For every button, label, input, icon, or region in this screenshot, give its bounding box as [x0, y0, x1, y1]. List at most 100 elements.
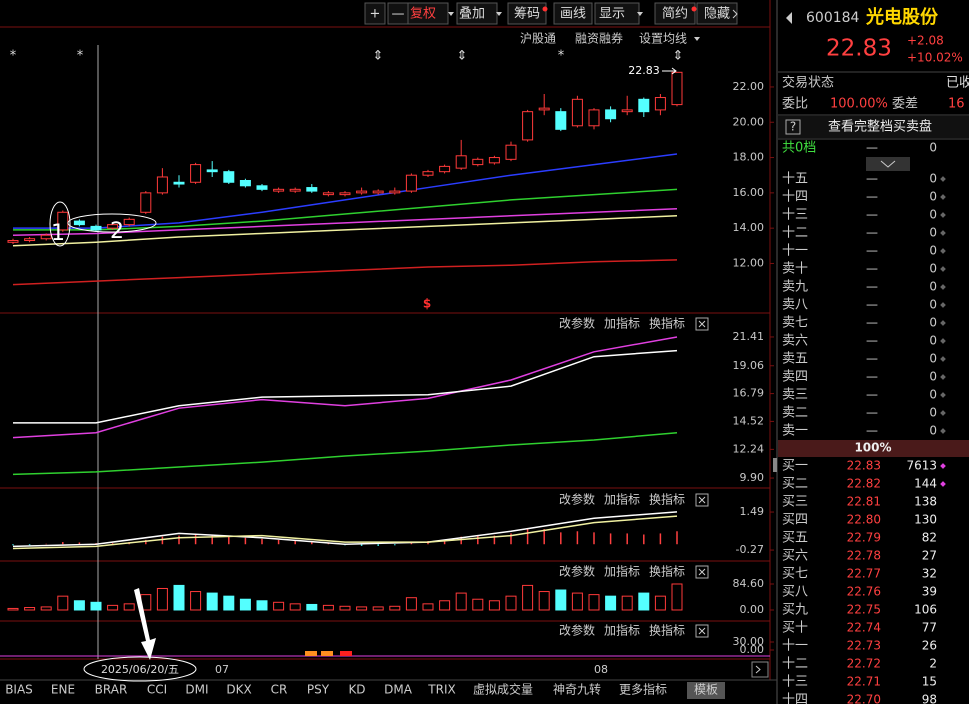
toolbar-button-label[interactable]: — [392, 7, 405, 22]
candle-body [256, 185, 268, 190]
book-price: 22.73 [847, 639, 881, 653]
volume-bar [588, 594, 600, 611]
toolbar-button[interactable] [456, 2, 498, 25]
toolbar-button[interactable] [407, 2, 449, 25]
indicator-tab[interactable]: DMI [185, 683, 208, 697]
book-level: 卖四 [782, 370, 808, 385]
close-icon [698, 568, 706, 576]
book-level: 买二 [782, 477, 808, 492]
book-volume: 0 [929, 172, 937, 186]
indicator-tab[interactable]: DKX [226, 683, 251, 697]
candle-body [123, 218, 135, 226]
toolbar-button-label[interactable]: 简约 [662, 6, 688, 22]
toolbar-link[interactable]: 设置均线 [639, 32, 687, 46]
event-marker[interactable]: * [77, 49, 84, 64]
event-marker[interactable]: ⇕ [673, 49, 684, 64]
toolbar-button[interactable] [654, 2, 696, 25]
indicator-tab[interactable]: 更多指标 [619, 682, 667, 697]
event-marker[interactable]: * [558, 49, 565, 64]
close-button[interactable] [695, 317, 709, 331]
toolbar-link[interactable]: 融资融券 [575, 31, 623, 46]
indicator-tab[interactable]: BIAS [5, 683, 33, 697]
full-book-row[interactable] [778, 116, 969, 138]
candle-body [322, 192, 334, 196]
toolbar-button[interactable] [364, 2, 386, 25]
toolbar-button[interactable] [553, 2, 593, 25]
toolbar-button-label[interactable]: 画线 [560, 7, 586, 22]
event-marker[interactable]: * [10, 49, 17, 64]
book-dot [940, 212, 946, 218]
indicator-menu-item[interactable]: 改参数 [559, 564, 595, 579]
indicator-menu-item[interactable]: 改参数 [559, 316, 595, 331]
toolbar-button-label[interactable]: 显示 [599, 7, 625, 22]
book-level: 十三 [782, 675, 808, 690]
indicator-menu-item[interactable]: 加指标 [604, 316, 640, 331]
indicator-menu-item[interactable]: 改参数 [559, 623, 595, 638]
indicator-tab[interactable]: 神奇九转 [553, 682, 601, 697]
toolbar-button-label[interactable]: + [370, 7, 381, 22]
book-volume: 0 [929, 190, 937, 204]
candle-body [588, 109, 600, 127]
indicator-tab[interactable]: 模板 [694, 683, 718, 697]
toolbar-button-label[interactable]: 隐藏 [704, 7, 730, 22]
close-button[interactable] [695, 624, 709, 638]
close-button[interactable] [695, 565, 709, 579]
event-marker[interactable]: ⇕ [373, 49, 384, 64]
book-price: — [866, 208, 878, 222]
indicator-tab[interactable]: BRAR [95, 683, 128, 697]
info-value: 已收 [946, 76, 969, 91]
notify-dot [691, 6, 697, 12]
indicator-menu-item[interactable]: 改参数 [559, 492, 595, 507]
event-marker[interactable]: ⇕ [457, 49, 468, 64]
indicator-menu-item[interactable]: 换指标 [649, 623, 685, 638]
book-level: 买八 [782, 585, 808, 600]
indicator-menu-item[interactable]: 换指标 [649, 564, 685, 579]
candle-body [273, 188, 285, 192]
indicator-tab[interactable]: PSY [307, 683, 330, 697]
indicator-menu-item[interactable]: 换指标 [649, 492, 685, 507]
indicator-tab[interactable]: DMA [384, 683, 413, 697]
book-volume: 0 [929, 244, 937, 258]
splitter-handle[interactable] [773, 458, 777, 472]
volume-bar [289, 603, 301, 611]
volume-bar [538, 591, 550, 611]
book-level: 买一 [782, 459, 808, 474]
back-arrow[interactable] [786, 12, 792, 24]
help-box[interactable] [785, 119, 801, 135]
volume-bar [339, 605, 351, 611]
full-book-link[interactable]: 查看完整档买卖盘 [828, 119, 932, 135]
toolbar-button-label[interactable]: 筹码 [514, 6, 540, 22]
book-volume: 82 [922, 531, 937, 545]
indicator-menu-item[interactable]: 加指标 [604, 564, 640, 579]
indicator-tab[interactable]: CR [271, 683, 288, 697]
book-price: 22.83 [847, 459, 881, 473]
volume-bar [306, 603, 318, 611]
indicator-tab[interactable]: ENE [51, 683, 75, 697]
toolbar-button[interactable] [507, 2, 547, 25]
toolbar-button-label[interactable]: 复权 [410, 6, 436, 22]
info-label: 委差 [892, 97, 918, 112]
book-level: 十一 [782, 639, 808, 654]
scroll-button[interactable] [751, 661, 769, 678]
book-total-dash: — [866, 141, 878, 155]
book-dot [940, 266, 946, 272]
indicator-tab[interactable]: CCI [147, 683, 167, 697]
book-volume: 0 [929, 352, 937, 366]
toolbar-button-label[interactable]: 叠加 [459, 7, 485, 22]
book-dot [940, 392, 946, 398]
indicator-menu-item[interactable]: 换指标 [649, 316, 685, 331]
x-tick-label: 07 [215, 663, 229, 676]
expand-button[interactable] [866, 157, 910, 171]
toolbar-link[interactable]: 沪股通 [520, 32, 556, 46]
book-price: — [866, 262, 878, 276]
volume-bar [173, 584, 185, 611]
help-icon[interactable]: ? [790, 120, 796, 134]
indicator-tab[interactable]: TRIX [427, 683, 455, 697]
candle-body [206, 169, 218, 173]
indicator-menu-item[interactable]: 加指标 [604, 492, 640, 507]
indicator-menu-item[interactable]: 加指标 [604, 623, 640, 638]
dropdown-caret [496, 12, 502, 16]
indicator-tab[interactable]: 虚拟成交量 [473, 682, 533, 697]
close-button[interactable] [695, 493, 709, 507]
indicator-tab[interactable]: KD [348, 683, 365, 697]
